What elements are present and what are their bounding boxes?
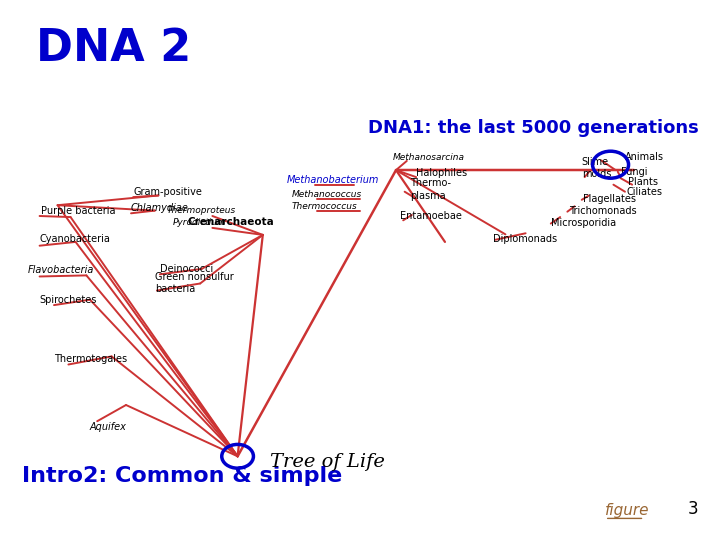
Text: Pyrodictium: Pyrodictium xyxy=(173,218,227,227)
Text: DNA 2: DNA 2 xyxy=(36,27,192,70)
Text: Chlamydiae: Chlamydiae xyxy=(131,202,189,213)
Text: Thermococcus: Thermococcus xyxy=(292,201,357,211)
Text: Methanococcus: Methanococcus xyxy=(292,190,362,199)
Text: Trichomonads: Trichomonads xyxy=(569,206,636,216)
Text: Diplomonads: Diplomonads xyxy=(493,234,557,244)
Text: Animals: Animals xyxy=(625,152,664,162)
Text: Entamoebae: Entamoebae xyxy=(400,211,462,221)
Text: Fungi: Fungi xyxy=(621,167,647,177)
Text: Tree of Life: Tree of Life xyxy=(270,453,385,471)
Text: Methanobacterium: Methanobacterium xyxy=(287,174,379,185)
Text: Slime
molds: Slime molds xyxy=(582,157,611,179)
Text: Flagellates: Flagellates xyxy=(583,194,636,204)
Text: Halophiles: Halophiles xyxy=(416,168,467,178)
Text: Methanosarcina: Methanosarcina xyxy=(392,153,464,162)
Text: Plants: Plants xyxy=(628,177,658,187)
Text: Thermotogales: Thermotogales xyxy=(54,354,127,364)
Text: DNA1: the last 5000 generations: DNA1: the last 5000 generations xyxy=(368,119,698,137)
Text: Ciliates: Ciliates xyxy=(626,186,662,197)
Text: Deinococci: Deinococci xyxy=(160,264,213,274)
Text: Crenarchaeota: Crenarchaeota xyxy=(187,217,274,227)
Text: Thermo-
plasma: Thermo- plasma xyxy=(410,179,451,201)
Text: Microsporidia: Microsporidia xyxy=(551,218,616,228)
Text: Thermoproteus: Thermoproteus xyxy=(167,206,236,215)
Text: Purple bacteria: Purple bacteria xyxy=(41,206,115,216)
Text: Cyanobacteria: Cyanobacteria xyxy=(40,234,110,244)
Text: 3: 3 xyxy=(688,501,698,518)
Text: Flavobacteria: Flavobacteria xyxy=(27,265,94,275)
Text: Aquifex: Aquifex xyxy=(90,422,127,432)
Text: figure: figure xyxy=(605,503,649,518)
Text: Intro2: Common & simple: Intro2: Common & simple xyxy=(22,466,342,486)
Text: Green nonsulfur
bacteria: Green nonsulfur bacteria xyxy=(155,272,233,294)
Text: Gram-positive: Gram-positive xyxy=(133,187,202,197)
Text: Spirochetes: Spirochetes xyxy=(40,295,97,305)
